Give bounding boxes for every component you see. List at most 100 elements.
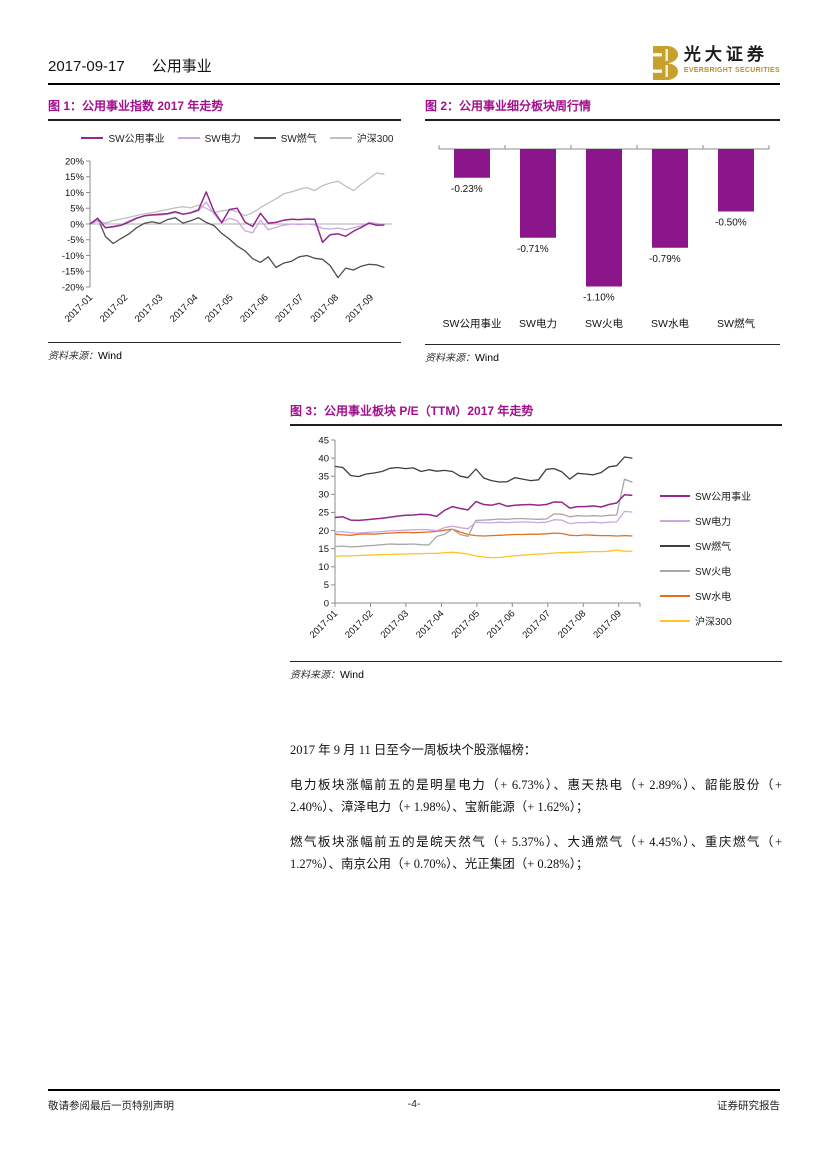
legend-item-SW电力: SW电力 <box>660 513 751 528</box>
figure-1-title: 图 1：公用事业指数 2017 年走势 <box>48 99 401 121</box>
svg-text:2017-05: 2017-05 <box>203 292 235 324</box>
legend-label: SW电力 <box>204 134 241 145</box>
svg-text:15: 15 <box>318 544 329 555</box>
figure-3-source: 资料来源：Wind <box>290 661 782 681</box>
legend-item-SW水电: SW水电 <box>660 588 751 603</box>
legend-swatch <box>660 594 690 597</box>
source-value: Wind <box>98 350 122 362</box>
legend-item-SW燃气: SW燃气 <box>253 130 317 145</box>
svg-text:-10%: -10% <box>62 251 85 262</box>
svg-text:2017-04: 2017-04 <box>168 292 200 324</box>
svg-text:5%: 5% <box>70 204 84 215</box>
legend-label: SW火电 <box>695 567 732 578</box>
legend-item-SW电力: SW电力 <box>177 130 241 145</box>
footer-report-type: 证券研究报告 <box>717 1100 780 1112</box>
legend-swatch <box>253 136 276 139</box>
series-SW电力 <box>89 201 385 234</box>
bar-SW电力 <box>520 149 556 238</box>
figures-row: 图 1：公用事业指数 2017 年走势 SW公用事业 SW电力 SW燃气 沪深300 … <box>48 99 780 364</box>
svg-text:25: 25 <box>318 508 329 519</box>
legend-swatch <box>660 569 690 572</box>
legend-item-SW火电: SW火电 <box>660 563 751 578</box>
series-SW水电 <box>334 528 633 537</box>
series-SW公用事业 <box>89 191 385 244</box>
source-value: Wind <box>475 352 499 364</box>
legend-item-SW燃气: SW燃气 <box>660 538 751 553</box>
legend-swatch <box>660 519 690 522</box>
legend-swatch <box>177 136 200 139</box>
svg-text:2017-07: 2017-07 <box>273 292 305 324</box>
legend-swatch <box>660 544 690 547</box>
svg-text:-20%: -20% <box>62 282 85 293</box>
svg-text:2017-04: 2017-04 <box>414 608 446 640</box>
bar-SW公用事业 <box>454 149 490 178</box>
svg-text:45: 45 <box>318 435 329 446</box>
series-SW燃气 <box>89 217 385 279</box>
source-label: 资料来源： <box>48 351 98 362</box>
svg-text:5: 5 <box>324 580 329 591</box>
source-value: Wind <box>340 669 364 681</box>
legend-swatch <box>81 136 104 139</box>
bar-SW燃气 <box>718 149 754 212</box>
svg-text:2017-08: 2017-08 <box>556 608 588 640</box>
svg-text:0: 0 <box>324 598 329 609</box>
svg-text:-0.71%: -0.71% <box>517 244 549 255</box>
page-number: -4- <box>407 1098 421 1110</box>
svg-text:2017-03: 2017-03 <box>379 608 411 640</box>
legend-label: SW燃气 <box>280 134 317 145</box>
svg-text:2017-07: 2017-07 <box>520 608 552 640</box>
series-沪深300 <box>89 172 385 225</box>
figure-3-row: 图 3：公用事业板块 P/E（TTM）2017 年走势 45 40 35 30 25 20… <box>290 404 782 681</box>
svg-text:20: 20 <box>318 526 329 537</box>
figure-2-bar-chart: -0.23% SW公用事业 -0.71% SW电力 -1.10% SW火电 -0.79% SW… <box>438 145 770 330</box>
brand-logo: 光大证券 EVERBRIGHT SECURITIES <box>651 45 780 80</box>
page-header: 2017-09-17 公用事业 <box>48 0 780 76</box>
svg-text:2017-01: 2017-01 <box>308 608 340 640</box>
svg-text:2017-01: 2017-01 <box>63 292 95 324</box>
svg-text:2017-06: 2017-06 <box>238 292 270 324</box>
legend-swatch <box>660 619 690 622</box>
svg-text:10: 10 <box>318 562 329 573</box>
logo-en-name: EVERBRIGHT SECURITIES <box>683 66 780 74</box>
svg-text:2017-02: 2017-02 <box>343 608 375 640</box>
figure-1: 图 1：公用事业指数 2017 年走势 SW公用事业 SW电力 SW燃气 沪深300 … <box>48 99 401 364</box>
figure-3: 图 3：公用事业板块 P/E（TTM）2017 年走势 45 40 35 30 25 20… <box>290 404 782 681</box>
logo-cn-name: 光大证券 <box>683 45 768 64</box>
paragraph-power: 电力板块涨幅前五的是明星电力（+ 6.73%）、惠天热电（+ 2.89%）、韶能… <box>290 777 782 815</box>
source-label: 资料来源： <box>425 353 475 364</box>
legend-label: 沪深300 <box>356 134 394 145</box>
page-footer: 敬请参阅最后一页特别声明 -4- 证券研究报告 <box>48 1089 780 1113</box>
svg-text:SW燃气: SW燃气 <box>717 317 755 330</box>
legend-item-SW公用事业: SW公用事业 <box>660 488 751 503</box>
legend-item-沪深300: 沪深300 <box>660 613 751 628</box>
footer-disclaimer: 敬请参阅最后一页特别声明 <box>48 1100 174 1112</box>
legend-label: SW水电 <box>695 592 732 603</box>
svg-text:2017-06: 2017-06 <box>485 608 517 640</box>
series-SW公用事业 <box>334 493 633 522</box>
figure-3-title: 图 3：公用事业板块 P/E（TTM）2017 年走势 <box>290 404 782 426</box>
svg-text:SW火电: SW火电 <box>585 317 623 330</box>
svg-text:20%: 20% <box>65 156 85 167</box>
svg-text:2017-09: 2017-09 <box>344 292 376 324</box>
figure-1-source: 资料来源：Wind <box>48 342 401 362</box>
header-rule <box>48 83 780 85</box>
figure-2-source: 资料来源：Wind <box>425 344 780 364</box>
svg-text:0%: 0% <box>70 219 84 230</box>
figure-1-legend: SW公用事业 SW电力 SW燃气 沪深300 <box>74 130 401 145</box>
legend-label: 沪深300 <box>695 617 732 628</box>
svg-text:35: 35 <box>318 472 329 483</box>
svg-text:SW水电: SW水电 <box>651 317 689 330</box>
figure-2-title: 图 2：公用事业细分板块周行情 <box>425 99 780 121</box>
footer-row: 敬请参阅最后一页特别声明 -4- 证券研究报告 <box>48 1098 780 1113</box>
svg-text:-15%: -15% <box>62 267 85 278</box>
series-沪深300 <box>334 549 633 559</box>
svg-text:2017-05: 2017-05 <box>450 608 482 640</box>
svg-text:-1.10%: -1.10% <box>583 293 615 304</box>
legend-label: SW电力 <box>695 517 732 528</box>
series-SW火电 <box>334 478 633 548</box>
body-text: 2017 年 9 月 11 日至今一周板块个股涨幅榜： 电力板块涨幅前五的是明星… <box>290 739 782 876</box>
figure-2: 图 2：公用事业细分板块周行情 -0.23% SW公用事业 -0.71% SW电力 -1… <box>425 99 780 364</box>
series-SW电力 <box>334 510 633 534</box>
